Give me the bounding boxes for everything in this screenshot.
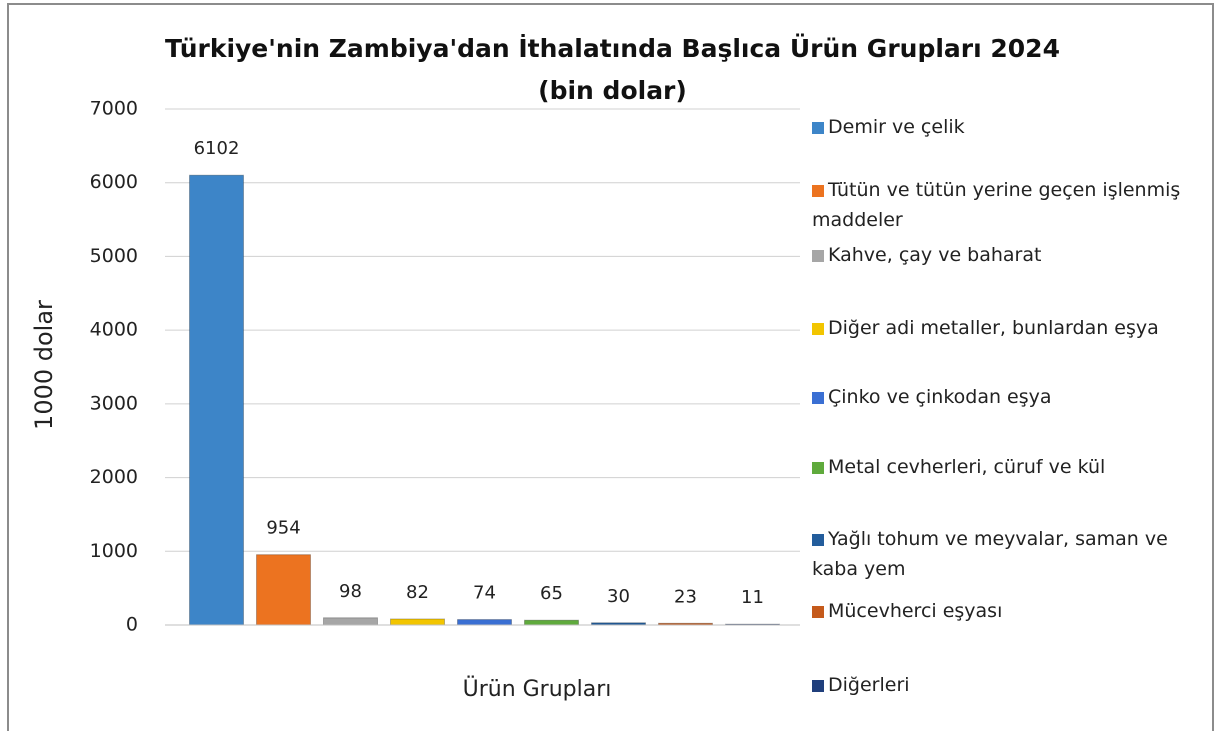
legend-item: Diğer adi metaller, bunlardan eşya — [812, 313, 1202, 343]
legend-label: Tütün ve tütün yerine geçen işlenmiş mad… — [812, 179, 1181, 231]
legend-swatch — [812, 392, 824, 404]
bar — [390, 618, 445, 626]
y-tick-label: 3000 — [90, 392, 138, 414]
legend-item: Metal cevherleri, cüruf ve kül — [812, 452, 1202, 482]
legend-swatch — [812, 462, 824, 474]
legend-label: Mücevherci eşyası — [828, 600, 1003, 622]
legend-swatch — [812, 323, 824, 335]
data-label: 954 — [266, 518, 300, 539]
legend-label: Diğer adi metaller, bunlardan eşya — [828, 317, 1159, 339]
data-label: 65 — [540, 583, 563, 604]
chart-title: Türkiye'nin Zambiya'dan İthalatında Başl… — [165, 34, 1060, 105]
legend-swatch — [812, 534, 824, 546]
legend-item: Mücevherci eşyası — [812, 596, 1202, 626]
legend-label: Yağlı tohum ve meyvalar, saman ve kaba y… — [812, 528, 1168, 580]
y-axis-label: 1000 dolar — [30, 300, 58, 430]
legend-label: Metal cevherleri, cüruf ve kül — [828, 456, 1106, 478]
y-tick-label: 6000 — [90, 171, 138, 193]
y-tick-label: 1000 — [90, 540, 138, 562]
bar — [189, 174, 244, 626]
legend-label: Demir ve çelik — [828, 116, 965, 138]
legend-swatch — [812, 185, 824, 197]
legend-label: Kahve, çay ve baharat — [828, 244, 1042, 266]
data-label: 98 — [339, 581, 362, 602]
legend-swatch — [812, 250, 824, 262]
bar — [457, 619, 512, 626]
y-tick-label: 2000 — [90, 466, 138, 488]
bar — [524, 619, 579, 626]
data-label: 82 — [406, 582, 429, 603]
y-tick-label: 7000 — [90, 98, 138, 120]
y-tick-label: 0 — [126, 614, 138, 636]
legend-item: Kahve, çay ve baharat — [812, 240, 1202, 270]
legend-swatch — [812, 122, 824, 134]
y-tick-label: 4000 — [90, 319, 138, 341]
legend-swatch — [812, 680, 824, 692]
data-label: 30 — [607, 586, 630, 607]
legend-item: Demir ve çelik — [812, 112, 1202, 142]
legend-label: Diğerleri — [828, 674, 910, 696]
bar — [256, 554, 311, 626]
legend-swatch — [812, 606, 824, 618]
data-label: 74 — [473, 583, 496, 604]
legend-item: Tütün ve tütün yerine geçen işlenmiş mad… — [812, 175, 1202, 235]
x-axis-label: Ürün Grupları — [463, 676, 612, 702]
data-label: 6102 — [194, 138, 240, 159]
data-label: 11 — [741, 587, 764, 608]
legend-item: Yağlı tohum ve meyvalar, saman ve kaba y… — [812, 524, 1202, 584]
y-tick-label: 5000 — [90, 245, 138, 267]
legend-label: Çinko ve çinkodan eşya — [828, 386, 1052, 408]
data-label: 23 — [674, 586, 697, 607]
legend-item: Diğerleri — [812, 670, 1202, 700]
bar — [323, 617, 378, 626]
legend-item: Çinko ve çinkodan eşya — [812, 382, 1202, 412]
chart-border — [7, 3, 1214, 731]
